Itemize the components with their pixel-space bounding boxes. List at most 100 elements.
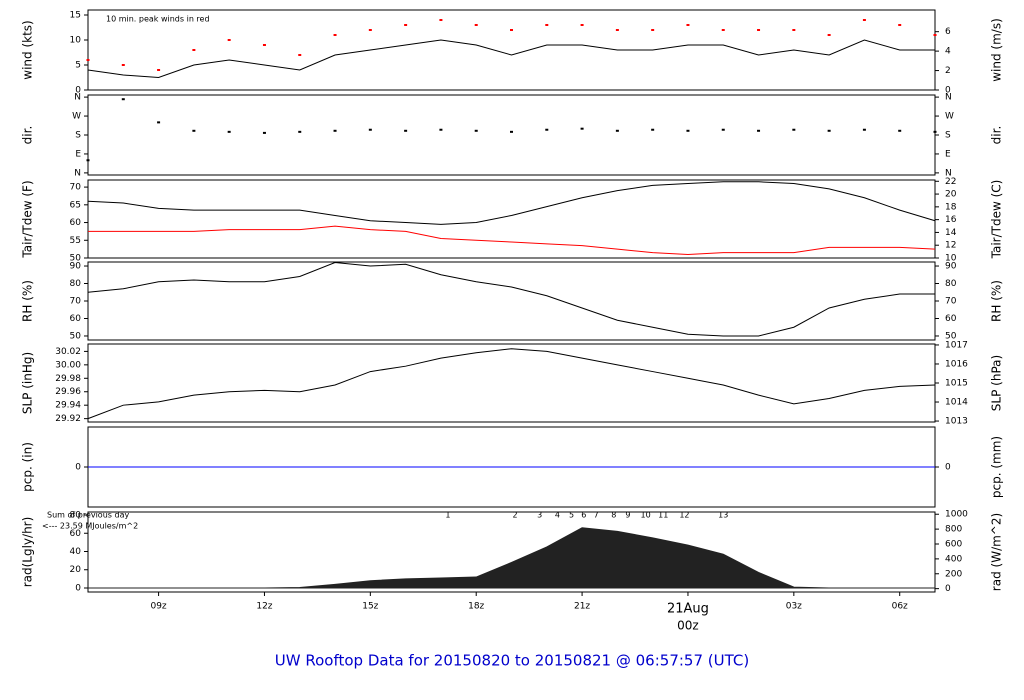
line [87,262,935,337]
y-tick-label: 30.02 [55,347,81,357]
y2-tick-label: N [945,168,952,178]
y2-tick-label: 2 [945,66,951,76]
y-tick-label: 30.00 [55,360,81,370]
point [580,24,584,26]
y-tick-label: 10 [70,36,82,46]
point [333,34,337,36]
y-tick-label: 60 [70,218,82,228]
hour-marker: 4 [555,511,560,520]
y-tick-label: 50 [70,254,82,264]
y-tick-label: 29.92 [55,414,81,424]
point [792,29,796,31]
point [86,59,90,61]
y-axis-label: rad(Lgly/hr) [21,517,35,588]
y-tick-label: 20 [70,565,82,575]
y-tick-label: 0 [75,583,81,593]
point [651,128,655,131]
y2-tick-label: 1017 [945,340,968,350]
point [898,129,902,132]
hour-marker: 10 [641,511,651,520]
panel-frame [87,511,936,593]
x-tick-label: 15z [362,602,378,612]
point [368,29,372,31]
point [721,128,725,131]
hour-marker: 2 [512,511,517,520]
y2-tick-label: 18 [945,202,957,212]
y2-tick-label: E [945,149,951,159]
y2-axis-label: pcp. (mm) [990,436,1004,498]
y-tick-label: 55 [70,236,81,246]
point [474,24,478,26]
point [404,129,408,132]
point [651,29,655,31]
y2-tick-label: 1013 [945,417,968,427]
y2-axis-label: SLP (hPa) [990,355,1004,411]
y-tick-label: 80 [70,511,82,521]
hour-marker: 13 [718,511,728,520]
y-axis-label: dir. [21,126,35,145]
y-tick-label: N [74,168,81,178]
point [510,29,513,31]
y2-tick-label: 600 [945,540,962,550]
hour-marker: 9 [625,511,630,520]
point [580,127,584,130]
x-tick-label: 06z [892,602,908,612]
y-axis-label: pcp. (in) [21,442,35,492]
y2-tick-label: N [945,93,952,103]
point [157,69,161,71]
hour-marker: 8 [611,511,616,520]
point [86,159,90,162]
y2-axis-label: dir. [990,126,1004,145]
panel-frame [87,9,936,91]
y-tick-label: 50 [70,331,82,341]
y2-tick-label: 50 [945,331,957,341]
panel-frame [87,179,936,259]
point [333,129,337,132]
hour-marker: 3 [537,511,542,520]
panel-frame [87,261,936,341]
chart-title: UW Rooftop Data for 20150820 to 20150821… [275,652,749,670]
y-tick-label: N [74,93,81,103]
y2-tick-label: 0 [945,584,951,594]
point [510,130,513,133]
line [87,181,936,225]
y2-axis-label: Tair/Tdew (C) [990,180,1004,260]
x-tick-label: 18z [468,602,484,612]
point [827,34,831,36]
point [262,44,266,46]
y-tick-label: 0 [75,86,81,96]
hour-marker: 1 [445,511,450,520]
point [227,130,231,133]
y2-tick-label: 6 [945,27,951,37]
y-tick-label: 70 [70,297,82,307]
y2-tick-label: 20 [945,190,957,200]
point [862,128,866,131]
point [827,129,831,132]
y-axis-label: Tair/Tdew (F) [21,180,35,258]
hour-marker: 6 [581,511,586,520]
point [933,130,937,133]
y-tick-label: 70 [70,183,82,193]
line [88,225,936,255]
annotation: <--- 23.59 MJoules/m^2 [42,522,138,531]
y-tick-label: 29.98 [55,374,81,384]
y2-tick-label: 1014 [945,398,968,408]
y2-tick-label: 400 [945,554,962,564]
point [615,29,619,31]
point [686,129,690,132]
y2-tick-label: 800 [945,525,962,535]
x-tick-label: 00z [677,619,699,633]
y2-tick-label: 200 [945,569,962,579]
y-tick-label: W [72,112,81,122]
point [862,19,866,21]
point [121,64,125,66]
hour-marker: 7 [594,511,599,520]
point [227,39,231,41]
point [439,19,443,21]
y-tick-label: 40 [70,547,82,557]
y2-tick-label: W [945,112,954,122]
y2-tick-label: 80 [945,279,957,289]
x-tick-label: 12z [256,602,272,612]
y2-tick-label: 0 [945,86,951,96]
y-tick-label: 80 [70,279,82,289]
